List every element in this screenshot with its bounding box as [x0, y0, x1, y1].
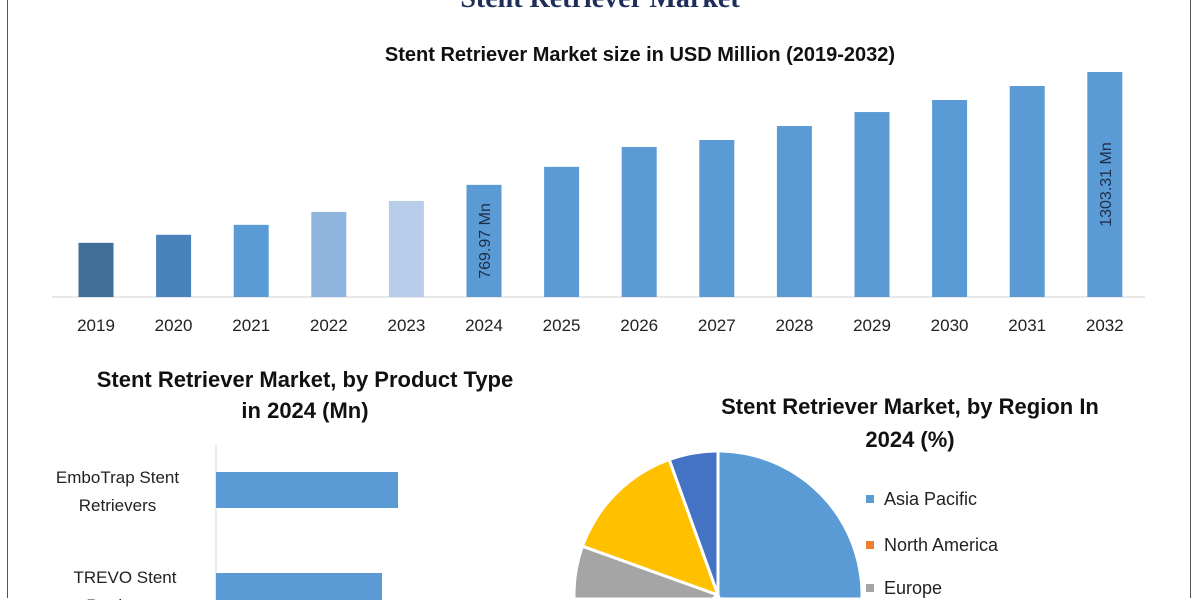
legend-swatch	[866, 541, 874, 549]
legend-swatch	[866, 495, 874, 503]
legend-north-america: North America	[866, 535, 998, 555]
x-tick-label: 2023	[387, 316, 425, 335]
legend-europe: Europe	[866, 578, 942, 598]
x-tick-label: 2030	[931, 316, 969, 335]
title-line: Stent Retriever Market, by Region In	[721, 394, 1099, 419]
pie-slice-europe	[572, 544, 720, 600]
bar-2029	[854, 112, 890, 297]
bar-2031	[1009, 86, 1045, 297]
x-tick-label: 2021	[232, 316, 270, 335]
data-label: 769.97 Mn	[477, 203, 494, 279]
x-tick-label: 2022	[310, 316, 348, 335]
pie-slice-asia-pacific	[716, 449, 864, 600]
bar-2022	[311, 211, 347, 297]
bar-2030	[932, 99, 968, 297]
bar-2023	[388, 200, 424, 297]
bar-2021	[233, 224, 269, 297]
data-label: 1303.31 Mn	[1098, 142, 1115, 227]
bar-2027	[699, 139, 735, 297]
x-tick-label: 2020	[155, 316, 193, 335]
x-tick-label: 2026	[620, 316, 658, 335]
legend-label: Europe	[884, 578, 943, 598]
bar-2025	[544, 166, 580, 297]
product-type-chart-title: Stent Retriever Market, by Product Type …	[40, 364, 570, 426]
main-title: Stent Retriever Market	[0, 0, 1200, 15]
bar-2028	[776, 126, 812, 297]
legend-label: North America	[884, 535, 999, 555]
bar-2019	[78, 242, 114, 297]
x-tick-label: 2032	[1086, 316, 1124, 335]
infographic-frame	[7, 0, 1191, 598]
x-tick-label: 2029	[853, 316, 891, 335]
hbar-0	[216, 472, 398, 508]
bar-2020	[156, 234, 192, 297]
title-line: Stent Retriever Market, by Product Type	[96, 367, 514, 392]
pie-slice-south-america	[667, 449, 720, 597]
title-line: 2024 (%)	[865, 427, 955, 452]
x-tick-label: 2031	[1008, 316, 1046, 335]
legend-label: Asia Pacific	[884, 489, 978, 509]
category-label: TREVO Stent Retrievers	[73, 568, 177, 600]
x-tick-label: 2024	[465, 316, 503, 335]
pie-slice-middle-east-africa	[581, 458, 720, 597]
bar-2024	[466, 184, 502, 297]
x-tick-label: 2019	[77, 316, 115, 335]
x-tick-label: 2028	[775, 316, 813, 335]
title-line: in 2024 (Mn)	[241, 398, 369, 423]
legend-swatch	[866, 584, 874, 592]
x-tick-label: 2027	[698, 316, 736, 335]
region-chart-title: Stent Retriever Market, by Region In 202…	[690, 390, 1130, 456]
bar-2026	[621, 146, 657, 297]
x-tick-label: 2025	[543, 316, 581, 335]
bar-chart-title: Stent Retriever Market size in USD Milli…	[384, 44, 896, 66]
legend-asia-pacific: Asia Pacific	[866, 489, 977, 509]
bar-2032	[1087, 72, 1123, 297]
hbar-1	[216, 573, 382, 600]
category-label: EmboTrap Stent Retrievers	[55, 468, 180, 515]
